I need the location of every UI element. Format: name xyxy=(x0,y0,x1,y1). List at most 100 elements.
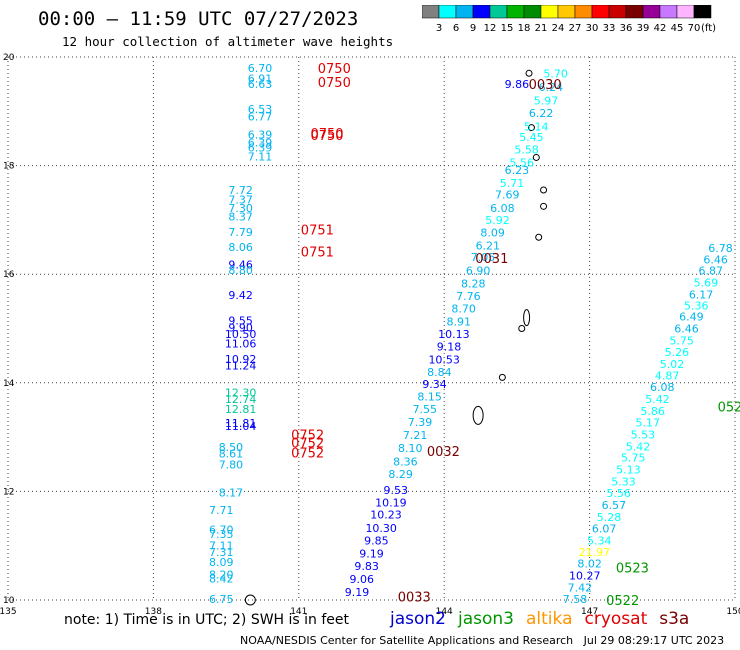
pass-time-label: 0033 xyxy=(398,591,431,606)
wave-height-value: 8.20 xyxy=(209,568,234,581)
scale-label: 3 xyxy=(436,23,442,34)
x-tick-label: 147 xyxy=(581,607,598,617)
wave-height-value: 6.08 xyxy=(650,381,675,394)
satellite-legend-item: cryosat xyxy=(584,609,648,629)
wave-height-value: 6.08 xyxy=(490,202,515,215)
wave-height-value: 5.75 xyxy=(621,452,646,465)
island-outline xyxy=(244,594,256,606)
wave-height-value: 5.56 xyxy=(606,487,631,500)
wave-height-value: 12.74 xyxy=(225,393,257,406)
wave-height-value: 5.28 xyxy=(597,511,622,524)
island-outline xyxy=(472,405,484,425)
scale-label: 12 xyxy=(484,23,497,34)
x-tick-label: 138 xyxy=(145,607,162,617)
wave-height-value: 8.70 xyxy=(451,302,476,315)
wave-height-value: 7.31 xyxy=(209,546,234,559)
wave-height-value: 8.17 xyxy=(219,486,244,499)
scale-label: 33 xyxy=(603,23,616,34)
wave-height-value: 6.91 xyxy=(248,73,273,86)
wave-height-value: 9.19 xyxy=(345,586,370,599)
scale-label: 21 xyxy=(535,23,548,34)
wave-height-value: 9.90 xyxy=(228,321,253,334)
wave-height-value: 7.37 xyxy=(228,193,253,206)
wave-height-value: 8.06 xyxy=(228,241,253,254)
wave-height-value: 7.55 xyxy=(413,403,438,416)
wave-height-value: 6.78 xyxy=(708,242,733,255)
satellite-legend: jason2 jason3 altika cryosat s3a xyxy=(390,609,701,629)
wave-height-value: 5.69 xyxy=(694,276,719,289)
wave-height-value: 6.53 xyxy=(248,103,273,116)
y-tick-label: 12 xyxy=(3,487,14,497)
wave-height-value: 11.81 xyxy=(225,417,257,430)
pass-time-label: 0750 xyxy=(318,76,351,91)
scale-swatch xyxy=(693,5,712,19)
satellite-legend-item: altika xyxy=(526,609,573,629)
scale-label: 70 xyxy=(688,23,701,34)
x-tick-label: 141 xyxy=(290,607,307,617)
wave-height-value: 6.39 xyxy=(248,142,273,155)
wave-height-value: 10.23 xyxy=(370,509,402,522)
wave-height-value: 5.13 xyxy=(616,464,641,477)
chart-title: 00:00 – 11:59 UTC 07/27/2023 xyxy=(38,8,359,30)
wave-height-value: 11.06 xyxy=(225,338,257,351)
wave-height-value: 5.45 xyxy=(519,131,544,144)
scale-label: 42 xyxy=(654,23,667,34)
wave-height-value: 10.30 xyxy=(365,522,397,535)
pass-time-label: 0522 xyxy=(606,594,639,609)
wave-height-value: 6.21 xyxy=(476,239,501,252)
wave-height-value: 9.42 xyxy=(228,289,253,302)
island-outline xyxy=(540,186,548,194)
wave-height-value: 7.39 xyxy=(408,416,433,429)
island-outline xyxy=(540,202,548,210)
wave-height-value: 10.13 xyxy=(438,328,470,341)
wave-height-value: 5.33 xyxy=(611,476,636,489)
y-tick-label: 10 xyxy=(3,596,15,606)
wave-height-value: 21.97 xyxy=(579,546,611,559)
wave-height-value: 5.97 xyxy=(534,94,559,107)
y-tick-label: 20 xyxy=(3,53,15,63)
wave-height-value: 9.06 xyxy=(350,573,375,586)
scale-label: 27 xyxy=(569,23,582,34)
wave-height-value: 7.69 xyxy=(495,188,520,201)
wave-height-value: 6.39 xyxy=(248,129,273,142)
wave-height-value: 10.27 xyxy=(569,570,601,583)
island-outline xyxy=(532,153,540,161)
wave-height-value: 5.14 xyxy=(524,121,549,134)
pass-time-label: 0752 xyxy=(291,428,324,443)
wave-height-value: 8.09 xyxy=(209,556,234,569)
wave-height-value: 10.19 xyxy=(375,496,407,509)
pass-time-label: 0030 xyxy=(529,78,562,93)
scale-label: 36 xyxy=(620,23,633,34)
pass-time-label: 0752 xyxy=(291,446,324,461)
wave-height-value: 5.86 xyxy=(640,405,665,418)
credit-line: NOAA/NESDIS Center for Satellite Applica… xyxy=(240,634,725,647)
wave-height-value: 6.57 xyxy=(602,499,627,512)
x-tick-label: 144 xyxy=(436,607,453,617)
wave-height-value: 6.24 xyxy=(539,81,564,94)
island-outline xyxy=(518,325,526,332)
wave-height-value: 7.21 xyxy=(403,429,428,442)
wave-height-value: 5.36 xyxy=(684,300,709,313)
pass-time-label: 0523 xyxy=(616,561,649,576)
wave-height-value: 9.53 xyxy=(383,484,408,497)
wave-height-value: 8.42 xyxy=(209,572,234,585)
pass-time-label: 0032 xyxy=(427,445,460,460)
x-tick-label: 150 xyxy=(726,607,740,617)
wave-height-value: 8.15 xyxy=(417,390,442,403)
wave-height-value: 9.83 xyxy=(354,560,379,573)
y-tick-label: 18 xyxy=(3,162,15,172)
wave-height-value: 6.39 xyxy=(248,136,273,149)
satellite-legend-item: jason2 xyxy=(390,609,446,629)
wave-height-value: 7.42 xyxy=(568,582,593,595)
wave-height-value: 7.76 xyxy=(456,290,481,303)
wave-height-value: 8.84 xyxy=(427,366,452,379)
scale-label: 30 xyxy=(586,23,599,34)
wave-height-value: 8.29 xyxy=(388,468,413,481)
pass-time-label: 0751 xyxy=(301,245,334,260)
wave-height-value: 8.09 xyxy=(480,226,505,239)
wave-height-value: 6.70 xyxy=(209,523,234,536)
island-outline xyxy=(523,309,531,327)
scale-label: 15 xyxy=(501,23,514,34)
wave-height-value: 9.18 xyxy=(437,340,462,353)
